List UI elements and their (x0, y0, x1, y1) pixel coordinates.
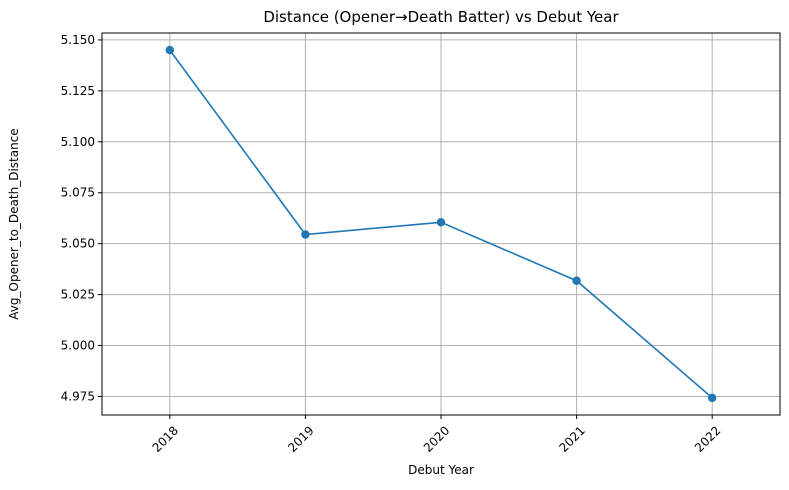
data-point (572, 276, 581, 285)
y-tick-label: 5.100 (61, 135, 95, 149)
y-tick-label: 5.150 (61, 33, 95, 47)
series-layer (165, 45, 717, 403)
data-point (436, 218, 446, 227)
y-tick-label: 5.025 (61, 288, 95, 302)
y-tick-label: 5.000 (61, 339, 95, 353)
y-tick-label: 5.125 (61, 84, 95, 98)
data-point (708, 393, 717, 403)
chart-title: Distance (Opener→Death Batter) vs Debut … (263, 8, 619, 26)
data-point (165, 45, 174, 55)
data-point (301, 230, 310, 239)
grid (102, 33, 780, 415)
y-tick-label: 4.975 (61, 389, 95, 403)
y-tick-label: 5.075 (61, 186, 95, 200)
x-axis-label: Debut Year (408, 463, 474, 477)
y-axis-label: Avg_Opener_to_Death_Distance (7, 128, 21, 319)
y-tick-label: 5.050 (61, 237, 95, 251)
